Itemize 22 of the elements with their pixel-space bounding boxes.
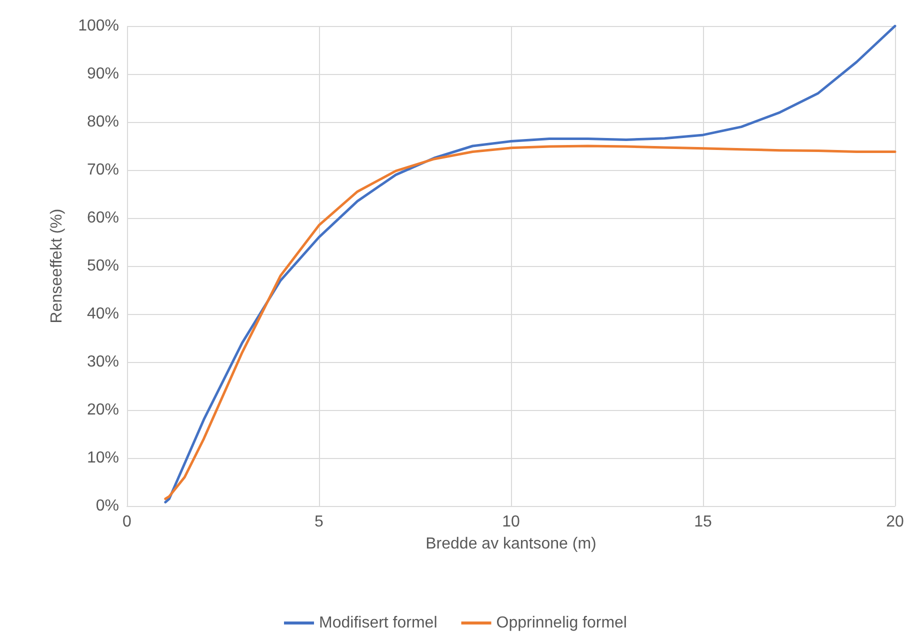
y-tick-label: 80% <box>86 114 119 130</box>
x-tick-label: 20 <box>886 514 904 530</box>
x-tick-label: 10 <box>502 514 520 530</box>
y-tick-label: 10% <box>86 450 119 466</box>
legend-label: Modifisert formel <box>319 614 438 632</box>
y-tick-label: 100% <box>78 18 119 34</box>
x-tick-label: 5 <box>314 514 324 530</box>
y-tick-label: 50% <box>86 258 119 274</box>
x-tick-label: 15 <box>694 514 712 530</box>
y-tick-label: 70% <box>86 162 119 178</box>
x-axis-title: Bredde av kantsone (m) <box>426 536 596 552</box>
y-tick-label: 20% <box>86 402 119 418</box>
y-axis-title: Renseeffekt (%) <box>48 208 66 324</box>
legend-label: Opprinnelig formel <box>496 614 627 632</box>
y-tick-label: 90% <box>86 66 119 82</box>
y-tick-label: 40% <box>86 306 119 322</box>
y-tick-label: 30% <box>86 354 119 370</box>
x-tick-label: 0 <box>122 514 132 530</box>
line-series <box>164 144 896 500</box>
y-tick-label: 60% <box>86 210 119 226</box>
y-tick-label: 0% <box>96 498 119 514</box>
line-series <box>164 24 896 504</box>
